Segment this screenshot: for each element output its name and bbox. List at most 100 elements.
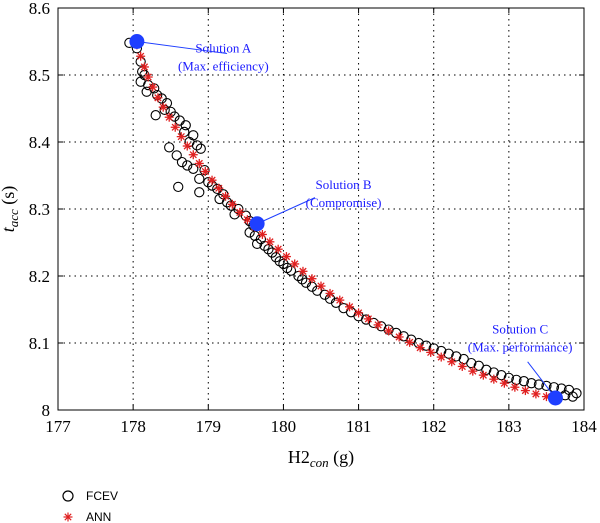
ann-point [405, 337, 415, 347]
ann-point [478, 370, 488, 380]
fcev-point [194, 173, 205, 184]
ann-point [136, 51, 146, 61]
legend-fcev-label: FCEV [86, 489, 118, 503]
fcev-point [466, 357, 477, 369]
ann-point [415, 343, 425, 353]
ann-point [221, 191, 231, 201]
y-tick-label: 8.6 [29, 0, 50, 18]
annotation-subtitle: (Compromise) [306, 195, 382, 210]
ann-point [176, 132, 186, 142]
x-tick-label: 183 [496, 417, 522, 436]
legend: FCEV ANN [62, 489, 118, 523]
fcev-point [481, 364, 492, 375]
x-tick-label: 182 [421, 417, 447, 436]
fcev-point [285, 265, 297, 276]
x-tick-label: 180 [271, 417, 297, 436]
ann-point [182, 141, 192, 151]
annotation-title: Solution C [492, 322, 548, 337]
ann-point [188, 150, 198, 160]
y-tick-label: 8.4 [29, 133, 51, 152]
ann-point [307, 274, 317, 284]
ann-point [363, 314, 373, 324]
x-tick-label: 184 [571, 417, 597, 436]
fcev-point [150, 110, 161, 121]
fcev-point [518, 376, 530, 387]
ann-point [148, 82, 158, 92]
annotation-line [136, 41, 228, 55]
y-tick-label: 8.2 [29, 267, 50, 286]
y-tick-label: 8 [42, 401, 51, 420]
y-tick-label: 8.3 [29, 200, 50, 219]
ann-point [281, 252, 291, 262]
fcev-point [182, 160, 193, 171]
x-tick-labels: 177 178 179 180 181 182 183 184 [45, 417, 597, 436]
ann-point [335, 295, 345, 305]
fcev-point [533, 379, 545, 390]
fcev-point [251, 238, 263, 249]
ann-point [457, 361, 467, 371]
fcev-point [503, 372, 515, 383]
fcev-point [330, 297, 342, 308]
fcev-point [173, 181, 184, 193]
y-tick-label: 8.5 [29, 66, 50, 85]
ann-point [170, 122, 180, 132]
ann-point [143, 72, 153, 82]
ann-point [373, 320, 383, 330]
fcev-point [567, 391, 578, 402]
fcev-point [188, 163, 199, 174]
ann-point [200, 166, 210, 176]
ann-point [257, 229, 267, 239]
ann-point [426, 347, 436, 357]
ann-point [354, 308, 364, 318]
fcev-point [176, 156, 188, 168]
fcev-point [259, 240, 270, 251]
fcev-point [212, 183, 223, 195]
series-fcev [124, 37, 582, 402]
fcev-point [451, 351, 462, 362]
ann-point [139, 62, 149, 72]
ann-point [194, 158, 204, 168]
fcev-point [164, 142, 175, 153]
fcev-point [195, 143, 206, 154]
annotation-subtitle: (Max. efficiency) [178, 58, 269, 73]
ann-point [242, 215, 252, 225]
ann-point [345, 302, 355, 312]
fcev-point [571, 388, 582, 399]
ann-point [436, 352, 446, 362]
ann-point [298, 266, 308, 276]
ann-point [214, 183, 224, 193]
fcev-point [526, 378, 537, 389]
fcev-point [263, 244, 274, 255]
fcev-point [496, 370, 507, 381]
annotation-line [256, 197, 316, 225]
ann-point [164, 112, 174, 122]
y-tick-label: 8.1 [29, 334, 50, 353]
fcev-point [141, 86, 152, 97]
ann-point [384, 326, 394, 336]
annotation-subtitle: (Max. performance) [468, 340, 573, 355]
legend-ann-label: ANN [86, 510, 111, 523]
fcev-point [511, 374, 522, 385]
x-tick-label: 177 [45, 417, 71, 436]
fcev-point [203, 177, 214, 188]
legend-ann-marker [63, 512, 73, 522]
ann-point [468, 366, 478, 376]
annotation-title: Solution A [195, 40, 252, 55]
ann-point [207, 175, 217, 185]
ann-point [153, 93, 163, 103]
legend-fcev-marker [62, 490, 74, 502]
x-axis-title: H2con (g) [288, 447, 354, 470]
ann-point [227, 199, 237, 209]
fcev-point [171, 150, 182, 161]
x-tick-label: 181 [346, 417, 372, 436]
solution-marker [547, 390, 563, 406]
solution-marker [249, 216, 265, 232]
ann-point [290, 259, 300, 269]
solution-marker [129, 34, 145, 49]
annotation-title: Solution B [316, 177, 372, 192]
ann-point [447, 357, 457, 367]
fcev-point [244, 227, 255, 238]
fcev-point [541, 380, 552, 392]
y-axis-title: tacc (s) [0, 186, 21, 233]
ann-point [316, 281, 326, 291]
